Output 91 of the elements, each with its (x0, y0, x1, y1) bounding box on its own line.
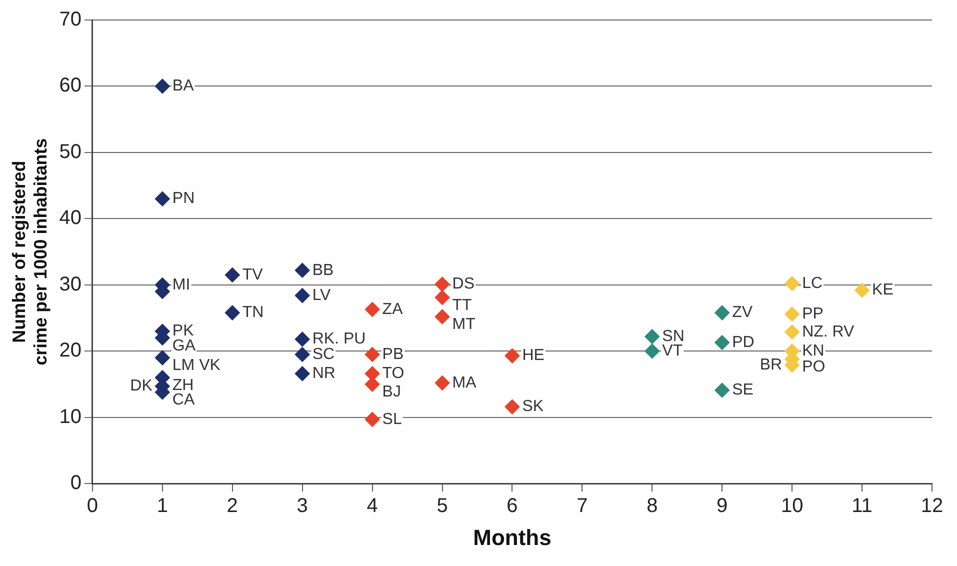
annotation: TT (452, 296, 472, 314)
point (714, 382, 730, 398)
annotation: MT (452, 316, 476, 334)
x-tick-label: 7 (576, 495, 588, 518)
point (364, 412, 380, 427)
y-tick-label: 70 (59, 8, 82, 31)
y-tick-label: 20 (59, 340, 82, 362)
annotation: BB (312, 262, 334, 279)
annotation: ZA (382, 300, 404, 318)
annotation: HE (522, 347, 544, 364)
x-tick-label: 10 (780, 495, 804, 518)
y-tick-label: 30 (59, 273, 82, 296)
x-axis-title: Months (473, 524, 552, 550)
point (224, 267, 240, 282)
point (294, 288, 310, 304)
point (294, 262, 310, 278)
annotation: BJ (382, 384, 401, 401)
x-tick-label: 12 (920, 495, 944, 518)
annotation: NR (312, 365, 336, 382)
annotation: NZ. RV (802, 323, 855, 340)
annotation: PD (732, 334, 754, 351)
x-tick-label: 2 (226, 495, 238, 518)
annotation: MA (452, 374, 477, 392)
point (154, 350, 170, 366)
x-tick-label: 1 (156, 495, 168, 518)
point (784, 324, 800, 340)
annotation: BA (172, 78, 194, 95)
point (504, 399, 520, 414)
x-tick-label: 6 (506, 495, 518, 518)
point (294, 332, 310, 347)
annotation: SN (662, 328, 684, 345)
annotation: ZV (732, 304, 753, 322)
x-tick-label: 11 (852, 495, 872, 518)
annotation: SE (732, 382, 754, 399)
annotation: LC (802, 274, 823, 292)
annotation: CA (172, 392, 195, 409)
point (364, 376, 380, 392)
annotation: PB (382, 346, 404, 363)
annotation: RK. PU (312, 330, 366, 348)
annotation: SC (312, 346, 335, 363)
annotation: KE (872, 282, 894, 299)
point (434, 309, 450, 324)
annotation: LM VK (172, 357, 221, 374)
annotation: DS (452, 276, 474, 293)
annotation: PP (802, 305, 824, 322)
point (434, 290, 450, 305)
point (154, 191, 170, 206)
point (784, 306, 800, 322)
annotation: GA (172, 337, 196, 354)
point (714, 305, 730, 320)
y-tick-label: 10 (59, 406, 82, 428)
y-tick-label: 60 (59, 74, 82, 97)
annotation: BR (760, 356, 782, 374)
annotation: TN (242, 304, 264, 322)
annotation: LV (312, 286, 332, 304)
annotation: TV (242, 266, 264, 284)
point (224, 305, 240, 320)
annotation: PO (802, 358, 826, 376)
point (154, 78, 170, 94)
x-tick-label: 8 (646, 495, 658, 518)
point (644, 329, 660, 344)
y-tick-label: 50 (59, 140, 82, 163)
point (294, 346, 310, 362)
point (364, 346, 380, 362)
point (294, 366, 310, 382)
x-tick-label: 0 (86, 495, 98, 518)
point (784, 276, 800, 292)
annotation: TO (382, 365, 404, 382)
x-tick-label: 3 (296, 495, 308, 518)
point (714, 335, 730, 350)
x-tick-label: 4 (366, 495, 378, 518)
x-tick-label: 5 (436, 495, 448, 518)
annotation: ZH (172, 377, 194, 394)
y-tick-label: 0 (70, 472, 82, 494)
point (364, 302, 380, 317)
x-tick-label: 9 (716, 495, 728, 518)
y-tick-label: 40 (59, 207, 82, 230)
point (504, 348, 520, 364)
y-axis-title: Number of registered crime per 1000 inhabitants (8, 138, 50, 366)
point (434, 375, 450, 390)
annotation: MI (172, 276, 190, 294)
point (644, 344, 660, 359)
annotation: PN (172, 190, 195, 208)
annotation: KN (802, 342, 824, 360)
annotation: PK (172, 322, 194, 340)
point (854, 282, 870, 298)
point (434, 276, 450, 292)
annotation: DK (130, 378, 153, 395)
annotation: VT (662, 342, 683, 360)
annotation: SL (382, 410, 402, 428)
annotation: SK (522, 398, 544, 416)
